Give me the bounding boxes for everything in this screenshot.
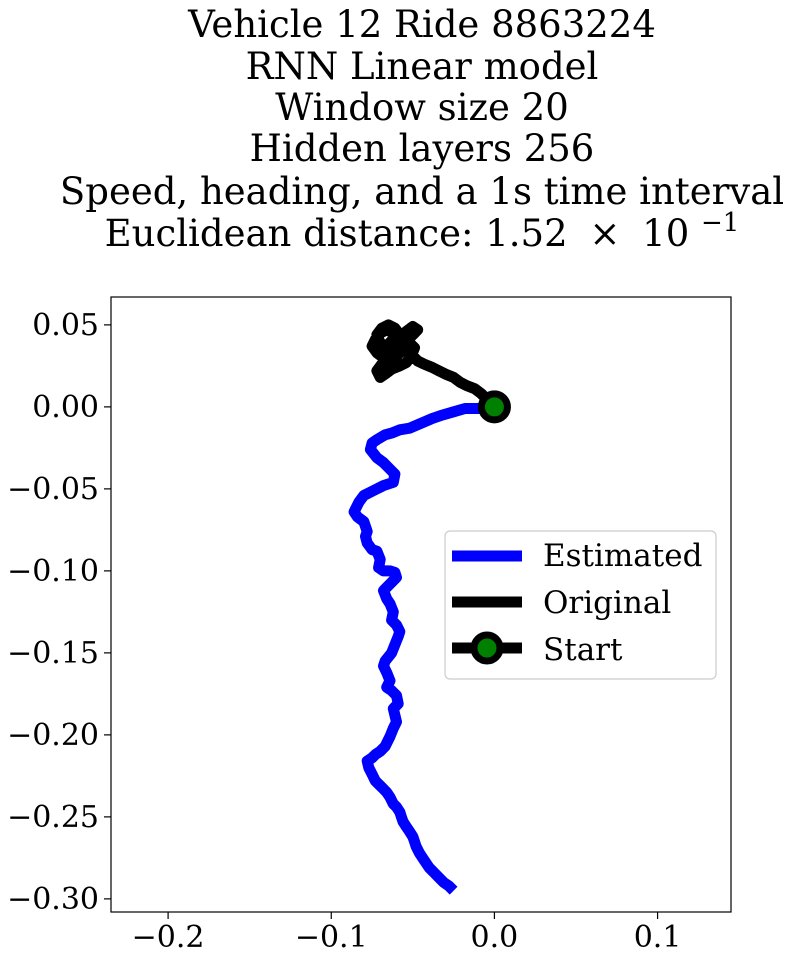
title-line-3: Window size 20	[275, 86, 569, 129]
title-line-2: RNN Linear model	[246, 45, 599, 88]
legend-swatch-start-marker	[470, 631, 504, 665]
title-line-6: Euclidean distance: 1.52 × 10 −1	[105, 208, 740, 255]
x-tick-label: −0.2	[132, 920, 205, 955]
metric-times: ×	[589, 212, 620, 255]
legend-label-start: Start	[543, 632, 623, 668]
plot-area	[348, 319, 511, 895]
chart-title: Vehicle 12 Ride 8863224 RNN Linear model…	[60, 3, 784, 255]
original-trajectory-line	[366, 319, 499, 411]
y-tick-label: −0.10	[7, 554, 99, 589]
y-tick-label: −0.25	[7, 800, 99, 835]
x-tick-label: −0.1	[295, 920, 368, 955]
title-line-5: Speed, heading, and a 1s time interval	[60, 170, 784, 213]
y-tick-label: 0.00	[32, 390, 99, 425]
estimated-trajectory-line	[348, 401, 495, 895]
y-tick-label: −0.15	[7, 636, 99, 671]
legend: Estimated Original Start	[444, 530, 717, 680]
x-tick-label: 0.1	[634, 920, 682, 955]
legend-box	[444, 530, 717, 680]
y-tick-label: 0.05	[32, 308, 99, 343]
title-line-1: Vehicle 12 Ride 8863224	[187, 3, 656, 46]
x-tick-label: 0.0	[471, 920, 519, 955]
metric-prefix: Euclidean distance: 1.52	[105, 212, 568, 255]
metric-base: 10	[642, 212, 689, 255]
start-point-marker	[477, 390, 511, 424]
y-tick-label: −0.05	[7, 472, 99, 507]
metric-exponent: −1	[701, 208, 739, 238]
legend-label-original: Original	[543, 585, 671, 621]
x-axis: −0.2 −0.1 0.0 0.1	[132, 912, 682, 955]
y-tick-label: −0.20	[7, 718, 99, 753]
y-tick-label: −0.30	[7, 882, 99, 917]
plot-frame	[110, 296, 732, 913]
title-line-4: Hidden layers 256	[250, 127, 595, 170]
legend-label-estimated: Estimated	[543, 538, 702, 574]
y-axis: 0.05 0.00 −0.05 −0.10 −0.15 −0.20 −0.25 −0.30	[7, 308, 111, 917]
